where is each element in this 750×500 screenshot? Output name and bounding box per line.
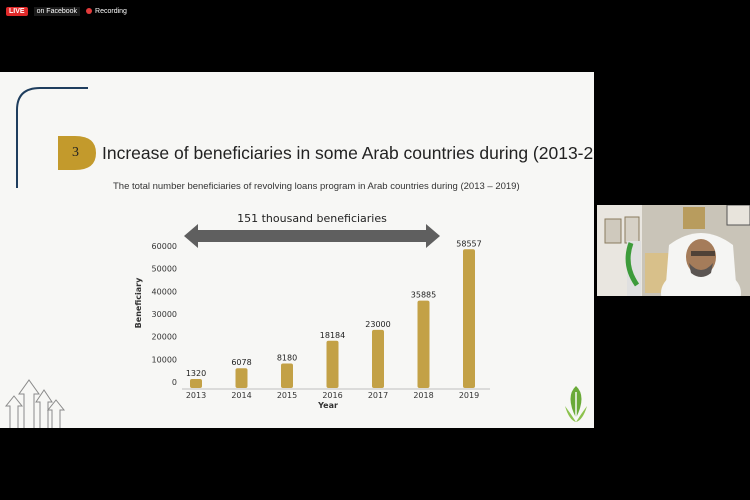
bar-value-label: 18184	[320, 331, 345, 340]
x-tick-label: 2017	[368, 391, 388, 400]
recording-dot-icon	[86, 8, 93, 14]
bar-2014	[235, 368, 248, 388]
stream-status-bar: LIVE on Facebook Recording	[6, 5, 127, 17]
y-tick-label: 20000	[152, 333, 177, 342]
y-tick-label: 40000	[152, 287, 177, 296]
y-tick-label: 0	[172, 378, 177, 387]
x-tick-label: 2014	[231, 391, 251, 400]
x-tick-label: 2018	[413, 391, 433, 400]
beneficiaries-bar-chart: 151 thousand beneficiaries Beneficiary Y…	[134, 212, 490, 410]
presenter-video-feed	[597, 205, 750, 296]
bar-value-label: 1320	[186, 369, 206, 378]
x-tick-label: 2015	[277, 391, 297, 400]
bar-2019	[463, 249, 475, 388]
y-tick-label: 60000	[152, 242, 177, 251]
platform-label: on Facebook	[33, 6, 81, 16]
organization-leaf-logo-icon	[565, 386, 587, 422]
y-tick-label: 50000	[152, 265, 177, 274]
bar-2016	[326, 340, 339, 388]
slide-subtitle: The total number beneficiaries of revolv…	[113, 181, 520, 192]
bar-value-label: 23000	[365, 320, 390, 329]
x-tick-label: 2013	[186, 391, 206, 400]
arrow-label: 151 thousand beneficiaries	[237, 212, 387, 225]
y-tick-label: 30000	[152, 310, 177, 319]
y-axis-label: Beneficiary	[134, 277, 143, 328]
section-badge-icon	[58, 136, 96, 170]
recording-label: Recording	[95, 7, 127, 15]
growth-arrows-icon	[4, 379, 66, 428]
y-tick-label: 10000	[152, 355, 177, 364]
x-tick-label: 2016	[322, 391, 342, 400]
presenter-video-image	[597, 205, 750, 296]
recording-indicator: Recording	[86, 8, 127, 15]
shared-slide: 3 Increase of beneficiaries in some Arab…	[0, 72, 594, 428]
bar-2013	[190, 379, 202, 388]
bar-value-label: 8180	[277, 353, 297, 362]
bar-value-label: 58557	[456, 239, 481, 248]
bar-value-label: 35885	[411, 291, 436, 300]
slide-title: Increase of beneficiaries in some Arab c…	[102, 143, 594, 163]
decorative-arc	[16, 87, 88, 188]
x-axis-label: Year	[317, 401, 338, 410]
live-badge: LIVE	[6, 6, 28, 16]
bar-value-label: 6078	[231, 358, 251, 367]
bar-2015	[281, 363, 293, 388]
section-number: 3	[72, 145, 79, 160]
bar-2017	[372, 329, 384, 388]
span-arrow	[184, 224, 440, 248]
bar-2018	[417, 300, 430, 388]
x-tick-label: 2019	[459, 391, 479, 400]
